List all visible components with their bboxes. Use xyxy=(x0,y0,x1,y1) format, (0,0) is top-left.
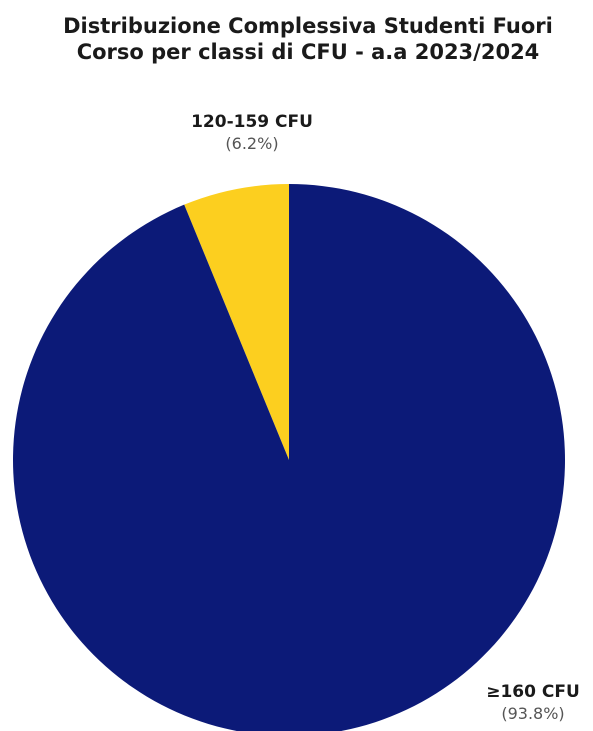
pie-slice-160-cfu xyxy=(13,184,565,731)
slice-value-120-159: (6.2%) xyxy=(225,134,278,153)
slice-label-160: ≥160 CFU xyxy=(486,682,580,702)
slice-value-160: (93.8%) xyxy=(501,704,564,723)
chart-title-line-1: Distribuzione Complessiva Studenti Fuori xyxy=(63,14,553,38)
slice-label-120-159: 120-159 CFU xyxy=(191,112,313,132)
pie-slices xyxy=(13,184,565,731)
pie-slice-120-159-cfu xyxy=(184,184,289,460)
chart-title-line-2: Corso per classi di CFU - a.a 2023/2024 xyxy=(77,40,540,64)
